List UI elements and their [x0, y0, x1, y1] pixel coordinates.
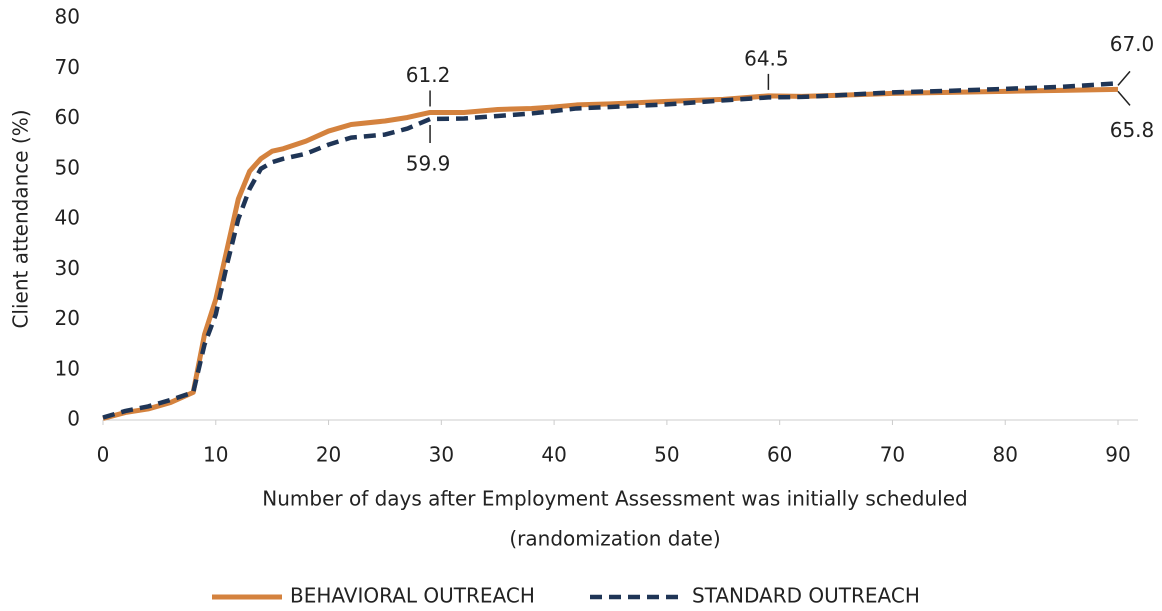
x-tick-label: 90 — [1105, 443, 1130, 467]
x-tick-label: 0 — [97, 443, 110, 467]
x-tick-label: 20 — [316, 443, 341, 467]
y-tick-label: 60 — [55, 105, 80, 129]
y-tick-label: 30 — [55, 256, 80, 280]
annotation-label: 67.0 — [1110, 32, 1155, 56]
legend-label: BEHAVIORAL OUTREACH — [290, 584, 535, 608]
x-axis-label: Number of days after Employment Assessme… — [262, 487, 967, 511]
annotation-label: 64.5 — [744, 46, 789, 70]
y-tick-label: 20 — [55, 306, 80, 330]
x-tick-label: 50 — [654, 443, 679, 467]
y-tick-label: 50 — [55, 155, 80, 179]
y-axis-label: Client attendance (%) — [9, 109, 33, 328]
y-tick-label: 10 — [55, 356, 80, 380]
series-line — [102, 81, 1119, 420]
y-tick-label: 0 — [67, 407, 80, 431]
x-axis-label: (randomization date) — [509, 527, 720, 551]
y-tick-label: 80 — [55, 5, 80, 29]
x-tick-label: 40 — [541, 443, 566, 467]
annotation-label: 61.2 — [406, 63, 451, 87]
x-tick-label: 30 — [429, 443, 454, 467]
x-tick-label: 80 — [992, 443, 1017, 467]
annotation-leader — [1117, 90, 1131, 106]
y-tick-label: 70 — [55, 55, 80, 79]
series-line — [102, 86, 1119, 421]
x-tick-label: 10 — [203, 443, 228, 467]
annotation-label: 65.8 — [1110, 118, 1155, 142]
x-tick-label: 60 — [767, 443, 792, 467]
y-tick-label: 40 — [55, 206, 80, 230]
annotation-leader — [1117, 70, 1131, 86]
legend-label: STANDARD OUTREACH — [692, 584, 920, 608]
x-tick-label: 70 — [880, 443, 905, 467]
annotation-label: 59.9 — [406, 152, 451, 176]
